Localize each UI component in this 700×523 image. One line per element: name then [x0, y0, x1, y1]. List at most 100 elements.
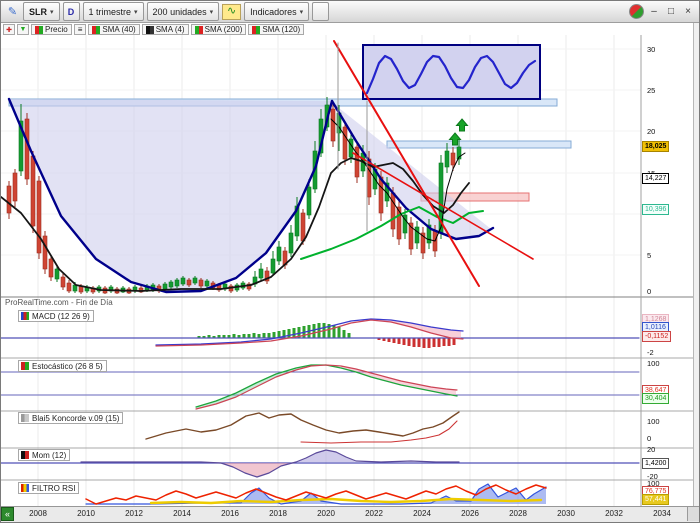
- candle-body: [330, 108, 336, 142]
- candle-body: [6, 185, 12, 214]
- macd-hist-negative: [442, 338, 446, 346]
- filtro-rsi-label[interactable]: FILTRO RSI: [18, 482, 80, 494]
- list-icon: ≡: [77, 25, 83, 34]
- axis-year-label: 2022: [365, 509, 383, 518]
- axis-year-label: 2018: [269, 509, 287, 518]
- legend-item-sma-40-[interactable]: SMA (40): [88, 24, 140, 35]
- koncorde-red-line: [300, 420, 458, 444]
- macd-hist-negative: [422, 338, 426, 348]
- candle-body: [120, 287, 126, 293]
- candle-body: [24, 118, 30, 180]
- candle-body: [198, 279, 204, 287]
- legend-item-sma-200-[interactable]: SMA (200): [190, 24, 247, 35]
- axis-year-label: 2030: [557, 509, 575, 518]
- sma200-icon: [194, 25, 203, 34]
- legend-item-list[interactable]: ≡: [73, 24, 87, 35]
- macd-hist-positive: [317, 323, 321, 338]
- koncorde-label[interactable]: Blai5 Koncorde v.09 (15): [18, 412, 124, 424]
- macd-label[interactable]: MACD (12 26 9): [18, 310, 94, 322]
- axis-corner-button[interactable]: [687, 507, 699, 521]
- cup-line: [7, 97, 334, 294]
- scroll-back-button[interactable]: «: [1, 507, 14, 521]
- pointer-tool-icon[interactable]: ✎: [7, 6, 18, 18]
- sma120-icon: [252, 25, 261, 34]
- y-axis-tick: -2: [647, 348, 654, 357]
- filtro-rsi-icon: [21, 484, 29, 492]
- macd-hist-negative: [417, 338, 421, 347]
- macd-hist-positive: [227, 335, 231, 338]
- candle-body: [312, 150, 318, 190]
- macd-hist-positive: [257, 334, 261, 338]
- candle-body: [420, 232, 426, 254]
- legend-item-precio[interactable]: Precio: [31, 24, 72, 35]
- rsi-red-line: [85, 484, 547, 505]
- candle-body: [138, 287, 144, 293]
- macd-hist-negative: [377, 338, 381, 340]
- candle-body: [294, 205, 300, 237]
- extra-tool-button[interactable]: [312, 2, 330, 21]
- stoch-k-line: [195, 364, 458, 408]
- price-badge: 57,441: [642, 494, 670, 505]
- axis-year-label: 2028: [509, 509, 527, 518]
- candle-body: [318, 118, 324, 154]
- daily-button[interactable]: D: [62, 2, 80, 21]
- timeframe-selector[interactable]: 1 trimestre ▾: [82, 2, 144, 21]
- macd-hist-positive: [297, 327, 301, 338]
- koncorde-icon: [21, 414, 29, 422]
- cup-fill: [9, 99, 332, 292]
- macd-hist-positive: [247, 334, 251, 338]
- macd-hist-negative: [412, 338, 416, 347]
- cycle-wave: [365, 54, 537, 95]
- y-axis-tick: 100: [647, 359, 660, 368]
- stochastic-label[interactable]: Estocástico (26 8 5): [18, 360, 107, 372]
- sma200-line: [300, 206, 484, 260]
- macd-hist-positive: [312, 324, 316, 338]
- grid-layer: [1, 35, 641, 507]
- legend-item-sma-120-[interactable]: SMA (120): [248, 24, 305, 35]
- units-selector[interactable]: 200 unidades ▾: [146, 2, 220, 21]
- drawing-menu-icon[interactable]: ▼: [17, 24, 29, 35]
- trend-line-steep: [333, 40, 480, 287]
- momentum-label[interactable]: Mom (12): [18, 449, 71, 461]
- maximize-button[interactable]: □: [667, 6, 675, 17]
- sma40-icon: [92, 25, 101, 34]
- candle-body: [222, 283, 228, 290]
- small-cup-line: [330, 99, 495, 241]
- macd-hist-positive: [337, 327, 341, 338]
- minimize-button[interactable]: –: [651, 6, 657, 17]
- macd-hist-positive: [272, 332, 276, 338]
- macd-hist-positive: [252, 333, 256, 338]
- indicators-menu[interactable]: Indicadores ▾: [244, 2, 310, 21]
- right-margin-strip: [693, 1, 699, 522]
- candle-body: [396, 206, 402, 240]
- macd-hist-positive: [347, 333, 351, 338]
- sma4-icon: [145, 25, 154, 34]
- macd-hist-positive: [342, 330, 346, 338]
- axis-year-label: 2008: [29, 509, 47, 518]
- candle-body: [258, 268, 264, 279]
- candle-layer: [6, 97, 462, 294]
- candle-body: [456, 146, 462, 160]
- mom-line: [80, 449, 460, 478]
- candle-body: [414, 226, 420, 244]
- chevron-down-icon: ▾: [50, 8, 54, 16]
- hist-layer: [197, 323, 456, 348]
- legend-item-sma-4-[interactable]: SMA (4): [141, 24, 189, 35]
- macd-hist-positive: [237, 335, 241, 338]
- legend-item-label: SMA (120): [262, 25, 301, 34]
- symbol-selector[interactable]: SLR ▾: [23, 2, 60, 21]
- time-axis[interactable]: « 2008 2010 2012 2014 2016 2018 2020 2022 2024 20…: [1, 506, 699, 522]
- koncorde-label-text: Blai5 Koncorde v.09 (15): [32, 413, 120, 423]
- prt-logo-icon: [629, 4, 644, 19]
- stochastic-label-text: Estocástico (26 8 5): [32, 361, 103, 371]
- close-button[interactable]: ×: [685, 6, 691, 17]
- add-drawing-icon[interactable]: ✚: [3, 24, 15, 35]
- macd-icon: [21, 312, 29, 320]
- candle-body: [108, 286, 114, 292]
- candle-body: [270, 258, 276, 274]
- candle-body: [18, 120, 24, 172]
- candle-body: [132, 286, 138, 292]
- price-badge: -0,1152: [642, 331, 672, 342]
- axis-year-label: 2020: [317, 509, 335, 518]
